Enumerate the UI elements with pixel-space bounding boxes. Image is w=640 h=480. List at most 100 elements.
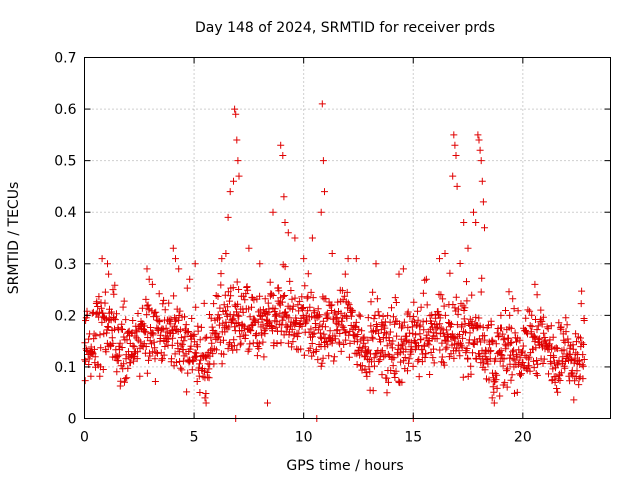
data-point	[547, 360, 555, 368]
data-point	[319, 157, 327, 165]
data-point	[182, 321, 190, 329]
data-point	[207, 314, 215, 322]
data-point	[419, 318, 427, 326]
data-point	[450, 354, 458, 362]
data-point	[96, 331, 104, 339]
data-point	[505, 288, 513, 296]
data-point	[430, 359, 438, 367]
data-point	[260, 327, 268, 335]
data-point	[476, 146, 484, 154]
data-point	[481, 224, 488, 232]
data-point	[273, 340, 281, 347]
data-point	[477, 338, 485, 346]
data-point	[417, 335, 425, 343]
data-point	[533, 357, 541, 364]
data-point	[414, 316, 422, 324]
data-point	[333, 326, 341, 334]
data-point	[180, 337, 188, 345]
data-point	[104, 260, 111, 268]
data-point	[129, 342, 137, 350]
data-point	[143, 311, 151, 319]
data-point	[509, 295, 517, 303]
data-point	[186, 345, 194, 353]
data-point	[282, 308, 289, 316]
data-point	[554, 375, 562, 383]
data-point	[284, 339, 292, 347]
data-point	[491, 370, 499, 377]
data-point	[458, 321, 466, 329]
data-point	[183, 284, 191, 292]
data-point	[450, 334, 458, 342]
data-point	[175, 312, 183, 319]
data-point	[260, 353, 268, 361]
data-point	[209, 350, 217, 358]
data-point	[391, 374, 399, 381]
data-point	[230, 177, 237, 185]
data-point	[129, 317, 137, 324]
data-point	[399, 340, 407, 348]
data-point	[196, 389, 204, 396]
data-point	[113, 368, 121, 376]
x-tick-label: 10	[295, 430, 313, 446]
data-point	[296, 297, 304, 305]
data-point	[446, 269, 454, 277]
data-point	[411, 338, 419, 346]
data-point	[560, 346, 568, 354]
data-point	[159, 300, 167, 308]
data-point	[234, 300, 242, 308]
data-point	[410, 313, 418, 321]
data-point	[127, 329, 135, 337]
data-point	[284, 229, 292, 237]
data-point	[500, 336, 508, 344]
data-point	[306, 303, 314, 311]
data-point	[319, 317, 327, 325]
data-point	[120, 360, 128, 368]
data-point	[261, 295, 269, 303]
data-point	[526, 322, 534, 330]
data-point	[235, 312, 243, 320]
data-point	[481, 366, 489, 374]
data-point	[234, 157, 242, 165]
data-point	[256, 260, 264, 268]
data-point	[289, 302, 297, 310]
data-point	[258, 331, 266, 339]
data-point	[402, 345, 410, 353]
data-point	[269, 292, 277, 299]
data-point	[416, 321, 424, 329]
data-point	[142, 295, 150, 303]
data-point	[547, 322, 555, 330]
data-point	[363, 372, 371, 380]
data-point	[233, 346, 241, 354]
data-point	[265, 308, 273, 316]
data-point	[448, 320, 455, 328]
data-point	[460, 315, 468, 323]
data-point	[412, 331, 420, 339]
data-point	[244, 286, 252, 294]
data-point	[123, 336, 131, 344]
data-point	[248, 303, 255, 311]
data-point	[321, 323, 329, 331]
data-point	[378, 347, 386, 355]
data-point	[490, 388, 498, 396]
data-point	[324, 313, 332, 321]
data-point	[544, 325, 552, 333]
data-point	[549, 333, 557, 341]
data-point	[410, 298, 418, 306]
data-point	[334, 298, 342, 306]
data-point	[460, 219, 468, 226]
y-tick-label: 0.6	[54, 102, 76, 118]
data-point	[439, 329, 447, 337]
data-point	[229, 315, 237, 323]
data-point	[500, 355, 508, 363]
data-point	[461, 304, 469, 312]
data-point	[436, 346, 444, 354]
data-point	[142, 343, 150, 350]
data-point	[426, 371, 434, 378]
data-point	[287, 322, 294, 330]
data-point	[108, 308, 115, 316]
data-point	[526, 307, 534, 315]
data-point	[563, 321, 571, 329]
data-point	[456, 352, 464, 360]
data-point	[432, 329, 440, 337]
